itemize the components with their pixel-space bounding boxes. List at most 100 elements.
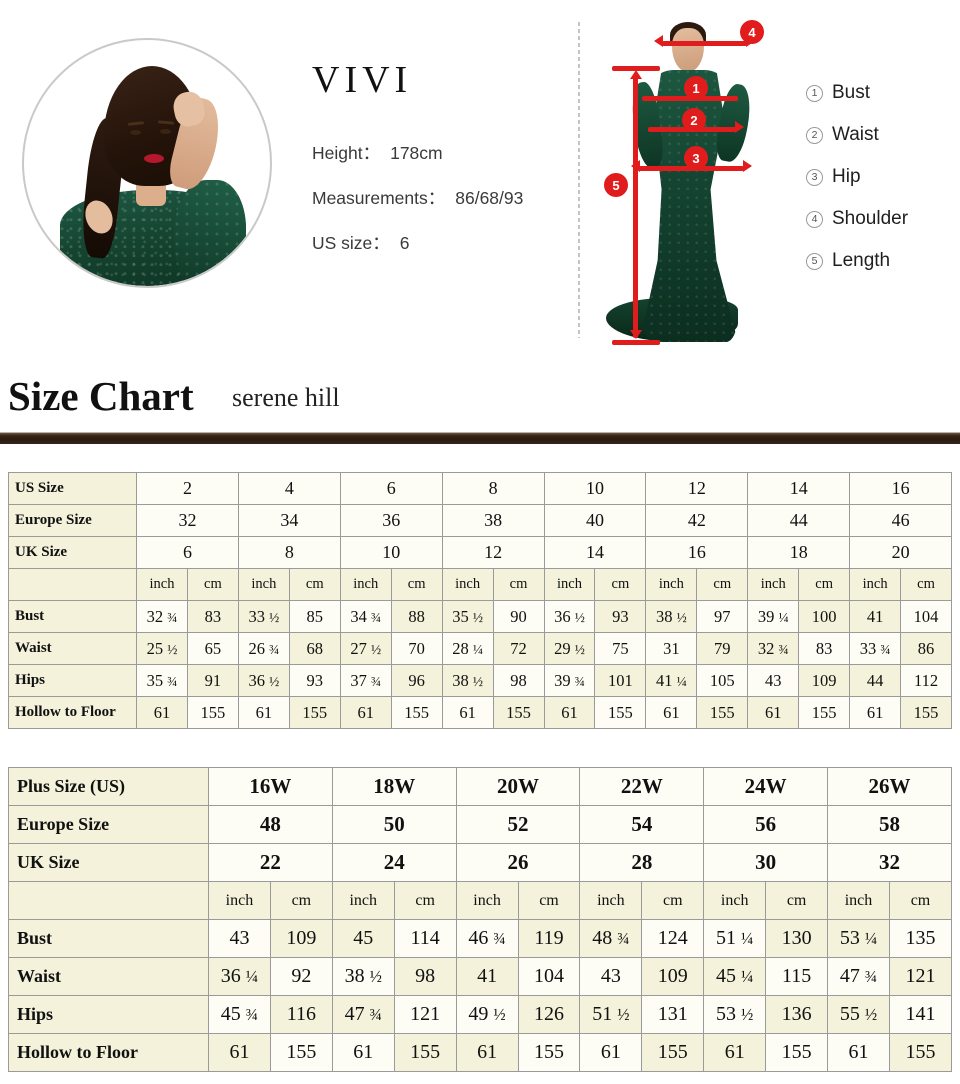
waist-cm-6: 83 — [798, 632, 851, 665]
legend-item-shoulder: 4 Shoulder — [806, 208, 908, 230]
hips-cm-1: 121 — [393, 995, 457, 1034]
waist-inch-5: 31 — [645, 632, 698, 665]
plus-size-value-2: 20W — [455, 767, 581, 806]
marker-2-waist: 2 — [682, 108, 706, 132]
hips-inch-2: 49 ½ — [455, 995, 519, 1034]
table-row-uk-size: UK Size 22 24 26 28 30 32 — [8, 843, 952, 882]
hollow-to-floor-cm-2: 155 — [517, 1033, 581, 1072]
dress-measurement-diagram: 4 1 2 3 5 — [600, 8, 805, 358]
unit-cm-7: cm — [900, 568, 952, 601]
hips-inch-3: 51 ½ — [579, 995, 643, 1034]
hollow-to-floor-cm-1: 155 — [288, 696, 341, 729]
marker-1-bust: 1 — [684, 76, 708, 100]
bust-inch-3: 35 ½ — [441, 600, 494, 633]
legend-item-bust: 1 Bust — [806, 82, 908, 104]
hips-cm-0: 116 — [269, 995, 333, 1034]
bust-cm-3: 90 — [492, 600, 545, 633]
model-info-measurements: Measurements： 86/68/93 — [312, 185, 523, 210]
hips-inch-4: 39 ¾ — [543, 664, 596, 697]
hips-inch-7: 44 — [849, 664, 902, 697]
waist-inch-2: 41 — [455, 957, 519, 996]
uk-size-label: UK Size — [8, 843, 209, 882]
model-eye-right — [160, 129, 171, 134]
unit-inch-6: inch — [747, 568, 800, 601]
table-row-us-size: US Size 2 4 6 8 10 12 14 16 — [8, 472, 952, 505]
bust-cm-0: 83 — [186, 600, 239, 633]
legend-number-3-icon: 3 — [806, 168, 823, 186]
us-size-label: US Size — [8, 472, 137, 505]
length-top-cap — [612, 66, 660, 71]
model-info-height: Height： 178cm — [312, 140, 523, 165]
bust-inch-2: 34 ¾ — [339, 600, 392, 633]
hips-cm-3: 98 — [492, 664, 545, 697]
unit-inch-1: inch — [331, 881, 395, 920]
europe-size-value-4: 40 — [543, 504, 647, 537]
europe-size-value-4: 56 — [703, 805, 829, 844]
bust-cm-0: 109 — [269, 919, 333, 958]
hips-inch-1: 36 ½ — [237, 664, 290, 697]
waist-inch-0: 36 ¼ — [208, 957, 271, 996]
uk-size-value-5: 16 — [645, 536, 749, 569]
europe-size-value-5: 42 — [645, 504, 749, 537]
unit-inch-1: inch — [237, 568, 290, 601]
uk-size-value-4: 14 — [543, 536, 647, 569]
hollow-to-floor-inch-5: 61 — [827, 1033, 890, 1072]
table-row-hips: Hips 45 ¾ 116 47 ¾ 121 49 ½ 126 51 ½ 131 53 ½ 136 5… — [8, 995, 953, 1034]
bust-inch-3: 48 ¾ — [579, 919, 643, 958]
unit-inch-3: inch — [579, 881, 643, 920]
us-size-value-6: 14 — [747, 472, 851, 505]
standard-size-table: US Size 2 4 6 8 10 12 14 16 Europe Size 32 34 36 38 40… — [8, 472, 952, 729]
table-row-hollow-to-floor: Hollow to Floor 61 155 61 155 61 155 61 155 61 155… — [8, 1033, 953, 1072]
shoulder-arrow-left — [654, 35, 663, 47]
hollow-to-floor-inch-3: 61 — [441, 696, 494, 729]
hollow-to-floor-label: Hollow to Floor — [8, 696, 137, 729]
hollow-to-floor-cm-0: 155 — [186, 696, 239, 729]
hollow-to-floor-cm-3: 155 — [641, 1033, 705, 1072]
legend-label-waist: Waist — [832, 124, 879, 145]
model-photo — [22, 38, 272, 288]
units-blank-label — [8, 568, 137, 601]
unit-cm-6: cm — [798, 568, 851, 601]
bust-inch-5: 38 ½ — [645, 600, 698, 633]
hollow-to-floor-cm-2: 155 — [390, 696, 443, 729]
brand-name: VIVI — [312, 59, 413, 101]
europe-size-value-3: 54 — [579, 805, 705, 844]
hollow-to-floor-cm-6: 155 — [798, 696, 851, 729]
bust-label: Bust — [8, 919, 209, 958]
europe-size-value-3: 38 — [441, 504, 545, 537]
hollow-to-floor-inch-0: 61 — [208, 1033, 271, 1072]
plus-size-value-0: 16W — [208, 767, 333, 806]
waist-inch-2: 27 ½ — [339, 632, 392, 665]
table-row-europe-size: Europe Size 32 34 36 38 40 42 44 46 — [8, 504, 952, 537]
unit-inch-0: inch — [208, 881, 271, 920]
legend-number-1-icon: 1 — [806, 84, 823, 102]
hips-cm-3: 131 — [641, 995, 705, 1034]
plus-size-value-1: 18W — [331, 767, 457, 806]
hips-cm-6: 109 — [798, 664, 851, 697]
plus-size-value-4: 24W — [703, 767, 829, 806]
vertical-dotted-divider — [578, 22, 580, 338]
waist-inch-0: 25 ½ — [136, 632, 188, 665]
plus-size-table: Plus Size (US) 16W 18W 20W 22W 24W 26W Europe S… — [8, 767, 953, 1072]
hollow-to-floor-inch-3: 61 — [579, 1033, 643, 1072]
legend-number-5-icon: 5 — [806, 252, 823, 270]
waist-inch-6: 32 ¾ — [747, 632, 800, 665]
bust-inch-0: 32 ¾ — [136, 600, 188, 633]
height-label: Height： — [312, 143, 381, 163]
hollow-to-floor-cm-5: 155 — [888, 1033, 953, 1072]
hips-inch-2: 37 ¾ — [339, 664, 392, 697]
table-row-waist: Waist 25 ½ 65 26 ¾ 68 27 ½ 70 28 ¼ 72 29 ½ 75 31 79 3… — [8, 632, 952, 665]
unit-inch-7: inch — [849, 568, 902, 601]
unit-cm-1: cm — [393, 881, 457, 920]
hips-cm-7: 112 — [900, 664, 952, 697]
bust-cm-7: 104 — [900, 600, 952, 633]
uk-size-value-3: 28 — [579, 843, 705, 882]
bust-inch-7: 41 — [849, 600, 902, 633]
europe-size-label: Europe Size — [8, 504, 137, 537]
model-info-ussize: US size： 6 — [312, 230, 523, 255]
unit-inch-4: inch — [543, 568, 596, 601]
waist-inch-3: 28 ¼ — [441, 632, 494, 665]
uk-size-value-7: 20 — [849, 536, 952, 569]
waist-inch-4: 29 ½ — [543, 632, 596, 665]
